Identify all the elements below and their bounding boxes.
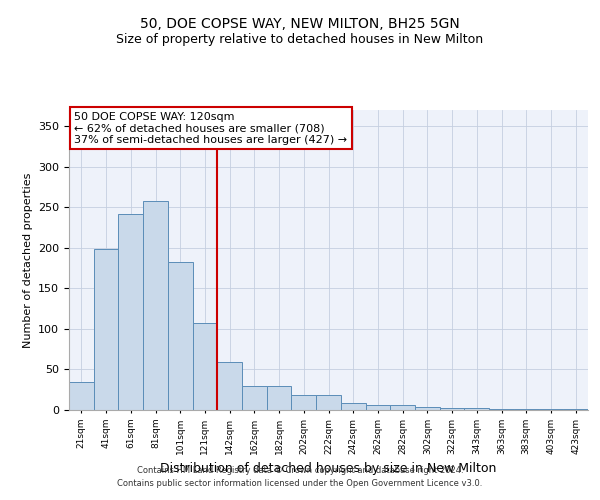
X-axis label: Distribution of detached houses by size in New Milton: Distribution of detached houses by size … — [160, 462, 497, 475]
Text: 50 DOE COPSE WAY: 120sqm
← 62% of detached houses are smaller (708)
37% of semi-: 50 DOE COPSE WAY: 120sqm ← 62% of detach… — [74, 112, 347, 144]
Bar — [390, 405, 415, 410]
Bar — [143, 201, 168, 410]
Bar — [341, 402, 365, 410]
Bar — [267, 386, 292, 410]
Bar — [94, 250, 118, 410]
Bar — [242, 386, 267, 410]
Bar — [365, 405, 390, 410]
Bar — [168, 262, 193, 410]
Bar — [464, 408, 489, 410]
Y-axis label: Number of detached properties: Number of detached properties — [23, 172, 32, 348]
Bar — [539, 409, 563, 410]
Text: 50, DOE COPSE WAY, NEW MILTON, BH25 5GN: 50, DOE COPSE WAY, NEW MILTON, BH25 5GN — [140, 18, 460, 32]
Text: Contains HM Land Registry data © Crown copyright and database right 2024.
Contai: Contains HM Land Registry data © Crown c… — [118, 466, 482, 487]
Bar — [118, 214, 143, 410]
Bar — [217, 362, 242, 410]
Bar — [292, 394, 316, 410]
Bar — [69, 382, 94, 410]
Bar — [563, 409, 588, 410]
Text: Size of property relative to detached houses in New Milton: Size of property relative to detached ho… — [116, 32, 484, 46]
Bar — [193, 323, 217, 410]
Bar — [316, 394, 341, 410]
Bar — [489, 409, 514, 410]
Bar — [415, 407, 440, 410]
Bar — [514, 409, 539, 410]
Bar — [440, 408, 464, 410]
